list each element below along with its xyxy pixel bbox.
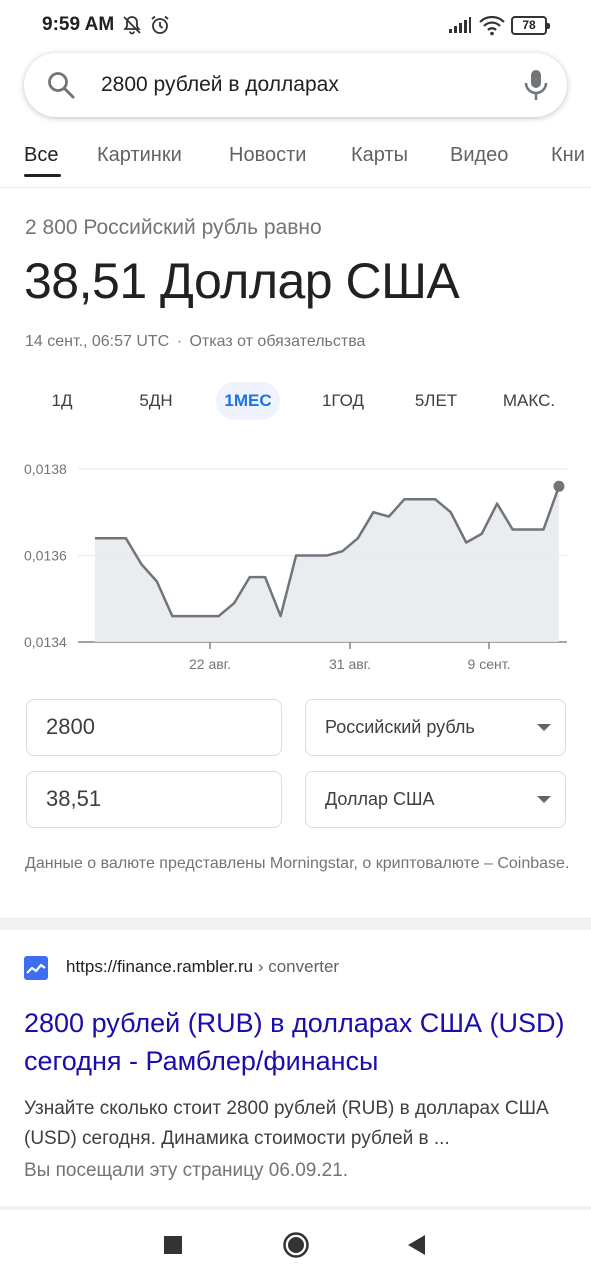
data-source-note: Данные о валюте представлены Morningstar… [25,855,570,872]
alarm-icon [149,14,171,41]
active-tab-indicator [24,174,61,177]
chart-y-tick-label: 0,0136 [24,548,67,564]
period-5y[interactable]: 5ЛЕТ [414,391,458,410]
tab-news[interactable]: Новости [229,144,307,166]
tab-all[interactable]: Все [24,144,59,166]
site-favicon-icon [24,956,48,980]
search-tabs: Все Картинки Новости Карты Видео Кни [0,130,591,188]
tab-books[interactable]: Кни [551,144,585,166]
status-time: 9:59 AM [42,14,115,35]
result-breadcrumb: › converter [257,957,340,976]
period-1y[interactable]: 1ГОД [321,391,365,410]
chart-last-point [553,480,565,492]
period-1d[interactable]: 1Д [51,391,73,410]
recent-apps-icon[interactable] [163,1235,183,1260]
microphone-icon[interactable] [524,69,548,106]
search-icon[interactable] [46,70,76,105]
search-bar[interactable]: 2800 рублей в долларах [24,53,567,117]
meta-separator: · [176,333,183,350]
period-max[interactable]: МАКС. [502,391,556,410]
wifi-icon [479,15,505,41]
result-snippet: Узнайте сколько стоит 2800 рублей (RUB) … [24,1098,549,1149]
chevron-down-icon [537,724,551,731]
battery-indicator: 78 [511,16,550,35]
to-currency-select[interactable]: Доллар США [305,771,566,828]
android-nav-bar [0,1212,591,1280]
status-bar: 9:59 AM 78 [0,0,591,54]
home-icon[interactable] [282,1231,310,1264]
to-currency-label: Доллар США [325,789,435,809]
notifications-off-icon [121,14,143,41]
period-selector: 1Д 5ДН 1МЕС 1ГОД 5ЛЕТ МАКС. [0,382,591,422]
chart-series-line [95,485,561,618]
result-domain: https://finance.rambler.ru [66,957,254,976]
to-amount-input[interactable]: 38,51 [26,771,282,828]
chart-x-tick-label: 9 сент. [468,656,511,672]
back-icon[interactable] [405,1233,427,1262]
conversion-result: 38,51 Доллар США [24,253,460,309]
chart-x-tick-label: 22 авг. [189,656,231,672]
chart-y-tick-label: 0,0134 [24,634,67,650]
from-amount-input[interactable]: 2800 [26,699,282,756]
period-1m[interactable]: 1МЕС [216,382,280,420]
from-currency-label: Российский рубль [325,717,475,737]
tab-video[interactable]: Видео [450,144,509,166]
tab-images[interactable]: Картинки [97,144,182,166]
conversion-subtitle: 2 800 Российский рубль равно [25,216,322,239]
signal-icon [449,17,471,38]
tab-maps[interactable]: Карты [351,144,408,166]
chart-y-tick-label: 0,0138 [24,461,67,477]
section-divider [0,918,591,930]
disclaimer-link[interactable]: Отказ от обязательства [189,333,366,350]
conversion-timestamp: 14 сент., 06:57 UTC [25,333,170,350]
exchange-rate-chart[interactable]: 0,0138 0,0136 0,0134 22 авг. 31 авг. 9 сент. [0,450,591,680]
chart-area-fill [95,486,559,642]
result-url[interactable]: https://finance.rambler.ru › converter [66,957,339,977]
chart-x-tick-label: 31 авг. [329,656,371,672]
result-title-link[interactable]: 2800 рублей (RUB) в долларах США (USD) с… [24,1008,565,1076]
period-5d[interactable]: 5ДН [139,391,173,410]
conversion-meta: 14 сент., 06:57 UTC · Отказ от обязатель… [25,333,365,351]
from-currency-select[interactable]: Российский рубль [305,699,566,756]
result-visited-note: Вы посещали эту страницу 06.09.21. [24,1160,349,1181]
bottom-separator [0,1206,591,1210]
chevron-down-icon [537,796,551,803]
search-input[interactable]: 2800 рублей в долларах [101,73,339,96]
